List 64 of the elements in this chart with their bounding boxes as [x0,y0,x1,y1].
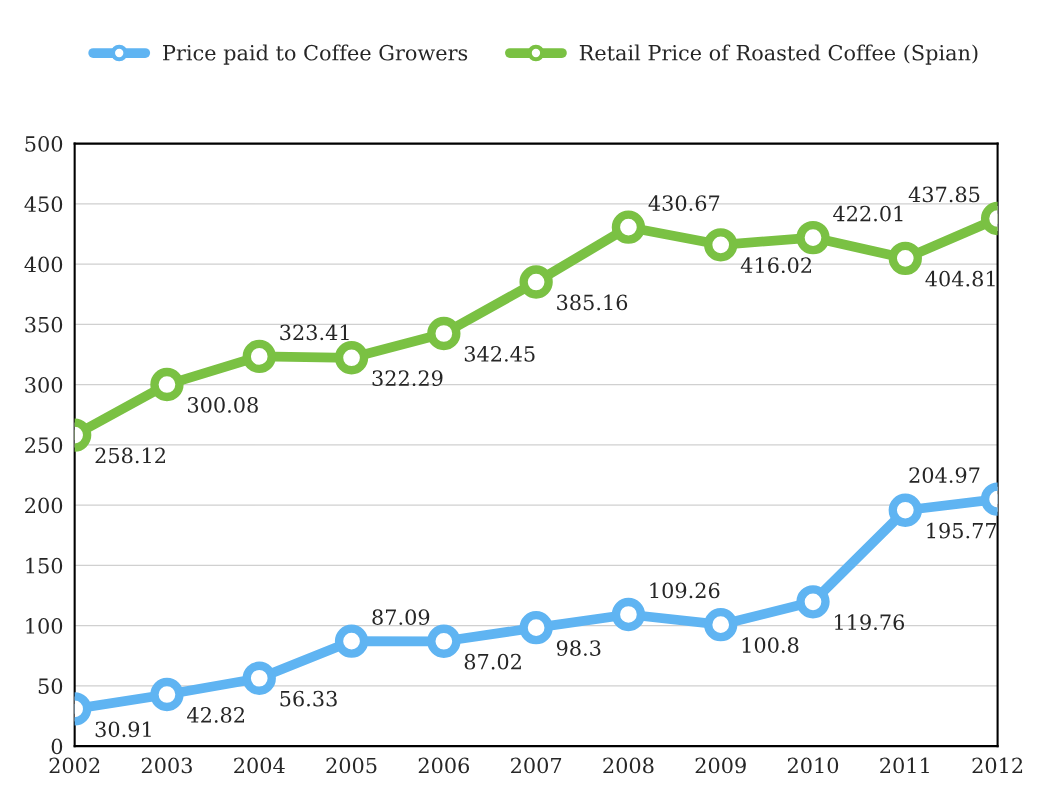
point [150,677,184,712]
x-tick-label: 2007 [511,757,562,774]
data-label: 322.29 [372,370,443,387]
point [242,661,276,695]
x-tick-label: 2005 [326,757,377,774]
data-label: 109.26 [650,582,720,599]
point [888,493,922,527]
y-tick-label: 100 [26,618,63,634]
legend-label: Price paid to Coffee Growers [163,44,468,65]
y-tick-label: 450 [24,196,63,213]
x-tick-label: 2012 [972,757,1023,774]
data-label: 100.8 [742,637,799,653]
y-tick-label: 0 [51,738,63,755]
legend-label: Retail Price of Roasted Coffee (Spian) [579,44,978,65]
data-label: 430.67 [648,195,720,211]
y-tick-label: 350 [25,316,63,333]
point [150,367,184,402]
data-label: 56.33 [280,690,337,707]
point [796,585,830,619]
data-label: 87.09 [372,609,430,626]
x-tick-label: 2009 [695,757,746,774]
data-label: 422.01 [833,205,903,222]
data-label: 98.3 [556,640,601,656]
point [796,220,830,255]
data-label: 342.45 [464,345,535,362]
point [704,228,738,262]
data-label: 195.77 [927,522,997,539]
data-label: 87.02 [464,653,521,670]
data-label: 30.91 [95,721,151,738]
x-tick-label: 2004 [234,757,285,774]
point [427,624,461,658]
x-tick-label: 2003 [141,757,192,774]
y-tick-label: 250 [25,437,63,454]
y-tick-label: 400 [24,256,63,273]
x-tick-label: 2002 [49,757,100,774]
x-tick-label: 2011 [880,757,929,774]
x-tick-label: 2008 [603,757,654,774]
point [427,316,461,351]
data-label: 437.85 [908,186,980,203]
data-label: 385.16 [557,294,628,311]
y-tick-label: 50 [38,678,63,695]
data-label: 300.08 [187,397,258,413]
point [888,241,922,276]
y-tick-label: 500 [25,136,63,152]
data-label: 258.12 [95,447,165,464]
point [519,265,553,299]
point [611,597,646,632]
x-tick-label: 2006 [418,757,470,774]
data-label: 119.76 [834,614,905,631]
x-tick-label: 2010 [787,757,839,774]
data-label: 416.02 [740,257,812,274]
data-label: 404.81 [925,270,995,287]
point [334,341,369,375]
data-label: 204.97 [909,467,980,483]
point [704,608,738,642]
point [519,611,553,645]
point [611,210,646,244]
y-tick-label: 150 [26,557,63,574]
data-label: 42.82 [187,707,244,723]
point [242,339,276,374]
y-tick-label: 200 [25,497,63,514]
y-tick-label: 300 [25,377,63,393]
point [334,624,369,658]
data-label: 323.41 [280,324,349,341]
